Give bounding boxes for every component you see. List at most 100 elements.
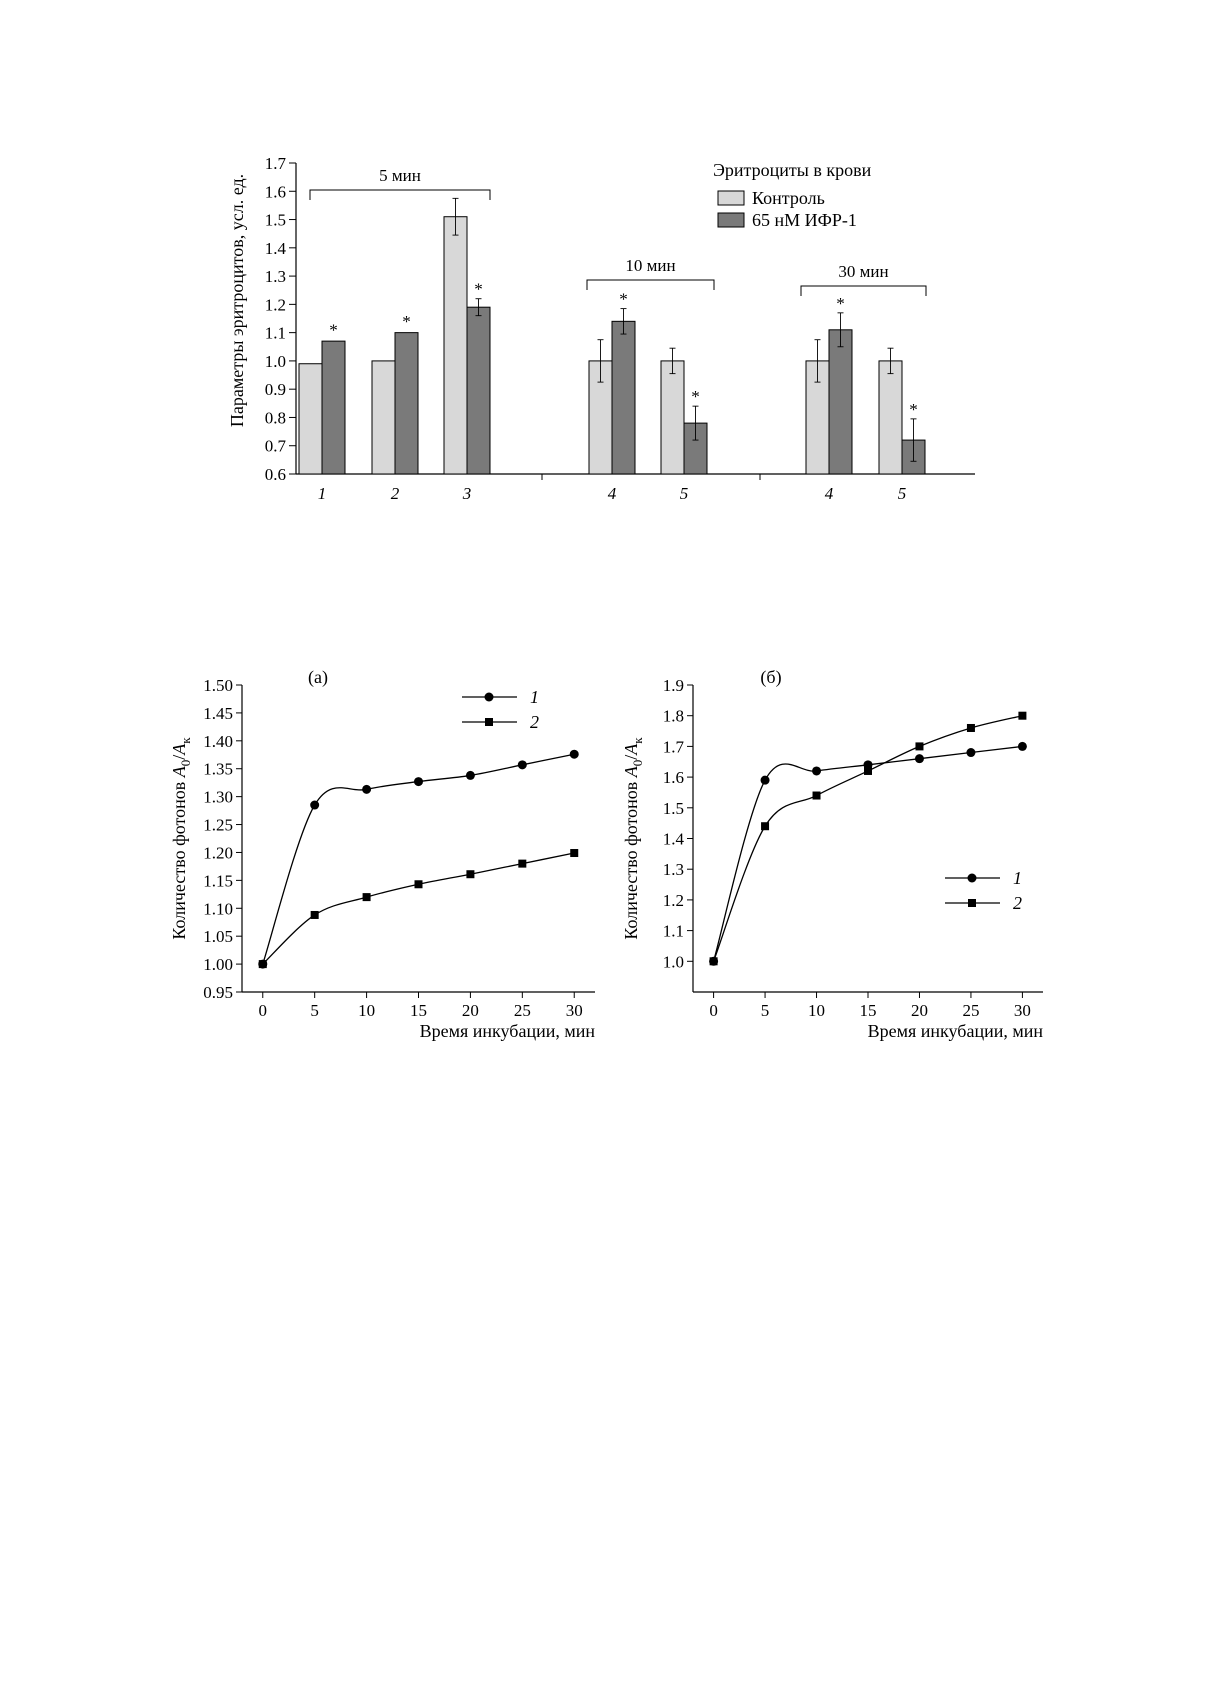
legend-label: 1 [530,687,539,707]
y-tick-label: 1.2 [265,295,286,314]
x-category-label: 4 [608,484,617,503]
legend-label: 1 [1013,868,1022,888]
x-tick-label: 10 [808,1001,825,1020]
y-tick-label: 1.1 [663,922,684,941]
y-axis-label-part: A [621,765,641,778]
x-tick-label: 30 [566,1001,583,1020]
x-tick-label: 20 [911,1001,928,1020]
significance-asterisk: * [691,387,700,406]
x-axis-label: Время инкубации, мин [420,1021,596,1041]
data-point-circle [914,754,924,764]
time-bracket-label: 5 мин [379,166,421,185]
x-tick-label: 5 [310,1001,319,1020]
time-bracket [309,189,491,200]
y-axis-label-part: Количество фотонов [621,777,641,939]
x-tick-label: 10 [358,1001,375,1020]
data-point-square [915,742,924,751]
y-tick-label: 1.25 [203,816,233,835]
y-tick-label: 1.4 [663,830,685,849]
data-point-square [518,859,527,868]
data-point-circle [966,748,976,758]
legend-label: 2 [1013,893,1022,913]
bar-igf1 [611,320,636,475]
y-tick-label: 1.6 [265,182,286,201]
data-point-circle [760,775,770,785]
y-tick-label: 1.9 [663,676,684,695]
data-point-square [258,960,267,969]
y-axis-label: Параметры эритроцитов, усл. ед. [227,174,247,427]
y-tick-label: 0.6 [265,465,286,484]
legend-marker-square [968,899,976,907]
legend-swatch [717,190,745,206]
y-tick-label: 0.9 [265,380,286,399]
legend-label: Контроль [752,188,825,208]
data-point-square [761,822,770,831]
data-point-circle [1017,741,1027,751]
panel-label: (а) [308,667,328,688]
significance-asterisk: * [402,312,411,331]
bar-control [660,360,685,475]
y-axis-label-part: A [169,765,189,778]
legend-swatch [717,212,745,228]
legend-label: 2 [530,712,539,732]
data-point-circle [414,777,423,787]
y-axis-label-part: / [169,755,189,760]
y-axis-label-part: 0 [630,760,645,767]
data-point-square [414,880,423,889]
significance-asterisk: * [474,280,483,299]
y-tick-label: 0.95 [203,983,233,1002]
y-axis-label-part: к [178,737,193,744]
y-tick-label: 1.0 [265,352,286,371]
data-point-square [864,766,872,775]
significance-asterisk: * [329,321,338,340]
y-tick-label: 0.7 [265,437,287,456]
y-tick-label: 1.1 [265,324,286,343]
data-point-square [1018,711,1027,720]
y-tick-label: 1.40 [203,732,233,751]
bar-igf1 [394,332,419,475]
y-tick-label: 1.30 [203,788,233,807]
time-bracket-label: 30 мин [838,262,888,281]
time-bracket-label: 10 мин [625,256,675,275]
bar-igf1 [828,329,853,475]
bar-control [443,216,468,475]
y-axis-label-part: A [169,743,189,756]
significance-asterisk: * [619,290,628,309]
bar-control [878,360,903,475]
data-point-circle [812,766,822,776]
x-tick-label: 15 [860,1001,877,1020]
bar-control [371,360,396,475]
y-tick-label: 1.10 [203,899,233,918]
data-point-circle [569,749,579,759]
y-axis-label: Количество фотонов A0/Aк [621,737,645,940]
y-tick-label: 1.3 [265,267,286,286]
time-bracket [800,285,927,296]
line-chart-a: 0.95 1.00 1.05 1.10 1.15 1.20 1.25 1.30 1.35 1.40… [169,667,595,1041]
data-point-square [966,723,975,732]
y-tick-label: 1.4 [265,239,287,258]
y-tick-label: 1.20 [203,843,233,862]
y-tick-label: 1.15 [203,871,233,890]
y-tick-label: 1.8 [663,707,684,726]
line-chart-b: 1.01.11.21.31.41.51.61.71.81.90 5 10 15 20 25… [621,667,1043,1041]
significance-asterisk: * [836,294,845,313]
data-point-square [709,957,718,966]
data-point-circle [362,784,372,794]
y-axis-label: Количество фотонов A0/Aк [169,737,193,940]
x-tick-label: 25 [962,1001,979,1020]
data-point-circle [465,770,475,780]
y-tick-label: 1.5 [265,211,286,230]
bar-igf1 [466,306,491,475]
y-axis-label-part: / [621,755,641,760]
y-tick-label: 1.05 [203,927,233,946]
legend-marker-square [485,718,493,726]
data-point-circle [517,760,527,770]
data-point-square [310,910,319,919]
x-category-label: 3 [462,484,472,503]
y-tick-label: 1.7 [663,737,685,756]
legend-label: 65 нМ ИФР-1 [752,210,857,230]
x-tick-label: 25 [514,1001,531,1020]
bar-chart: 0.6 0.7 0.8 0.9 1.0 1.1 1.2 1.3 1.4 1.5 1.6 1.7 Пара… [227,154,975,503]
data-point-square [812,791,821,800]
